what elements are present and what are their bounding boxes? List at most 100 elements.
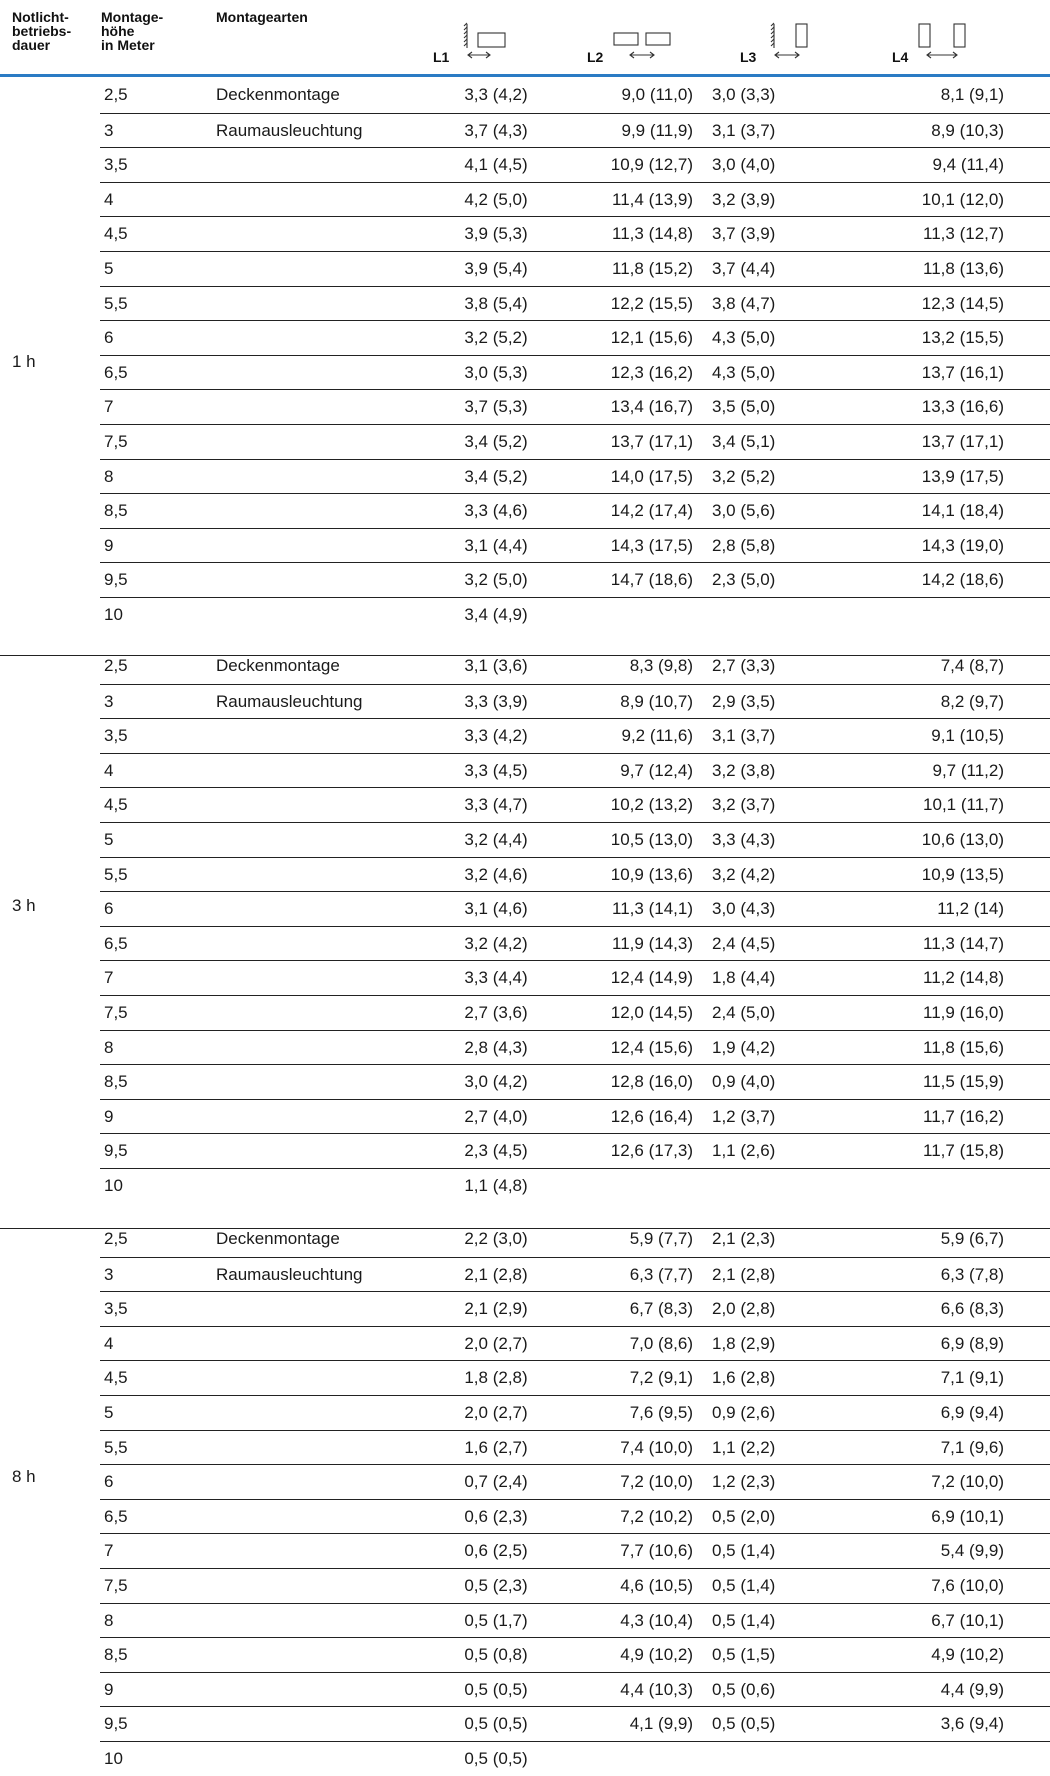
cell-l1: 3,9 (5,4) xyxy=(464,259,528,278)
header-duration-line-2: betriebs- xyxy=(12,23,72,39)
cell-l3: 3,7 (4,4) xyxy=(712,259,776,278)
cell-h: 3 xyxy=(104,1264,114,1284)
cell-l2: 12,4 (15,6) xyxy=(610,1037,693,1057)
cell-l1: 3,9 (5,3) xyxy=(464,224,528,244)
cell-l4: 7,1 (9,6) xyxy=(940,1437,1004,1457)
cell-l4: 10,1 (11,7) xyxy=(923,795,1004,815)
cell-h: 4,5 xyxy=(104,795,128,815)
cell-l2: 4,9 (10,2) xyxy=(620,1645,693,1665)
cell-l3: 0,5 (1,4) xyxy=(712,1610,776,1630)
cell-l3: 4,3 (5,0) xyxy=(712,362,776,382)
header-height: Montage- höhe in Meter xyxy=(101,10,163,52)
cell-h: 4,5 xyxy=(104,224,128,244)
cell-l3: 3,2 (3,9) xyxy=(712,189,776,209)
table-row: 9,5 3,2 (5,0) 14,7 (18,6) 2,3 (5,0) 14,2 (18… xyxy=(100,562,1050,597)
cell-l1: 0,7 (2,4) xyxy=(464,1472,528,1492)
cell-l4: 11,5 (15,9) xyxy=(923,1072,1004,1092)
cell-l2: 13,4 (16,7) xyxy=(610,397,693,417)
table-row: 8,5 0,5 (0,8) 4,9 (10,2) 0,5 (1,5) 4,9 (10,2… xyxy=(100,1637,1050,1672)
cell-l3: 3,4 (5,1) xyxy=(712,432,776,451)
cell-l1: 2,8 (4,3) xyxy=(464,1037,528,1057)
cell-l3: 3,0 (5,6) xyxy=(712,501,776,521)
table-row: 2,5 Deckenmontage 2,2 (3,0) 5,9 (7,7) 2,1 (2… xyxy=(100,1222,1050,1256)
table-row: 10 0,5 (0,5) xyxy=(100,1741,1050,1776)
cell-h: 9 xyxy=(104,1106,114,1126)
cell-l2: 12,0 (14,5) xyxy=(610,1003,693,1022)
cell-l2: 9,9 (11,9) xyxy=(621,120,693,140)
table-row: 9 3,1 (4,4) 14,3 (17,5) 2,8 (5,8) 14,3 (19,0… xyxy=(100,527,1050,563)
cell-h: 4 xyxy=(104,760,114,780)
cell-l3: 0,5 (2,0) xyxy=(712,1506,776,1526)
cell-h: 9,5 xyxy=(104,570,128,590)
cell-l4: 14,3 (19,0) xyxy=(921,535,1004,555)
cell-l4: 11,3 (12,7) xyxy=(923,224,1004,244)
cell-l2: 14,7 (18,6) xyxy=(610,570,693,590)
table-row: 8,5 3,0 (4,2) 12,8 (16,0) 0,9 (4,0) 11,5 (15… xyxy=(100,1064,1050,1099)
table-row: 3 Raumausleuchtung 3,3 (3,9) 8,9 (10,7) 2,9 … xyxy=(100,683,1050,719)
cell-l3: 1,1 (2,2) xyxy=(712,1437,776,1457)
cell-l1: 3,7 (5,3) xyxy=(464,397,528,417)
cell-l1: 0,5 (1,7) xyxy=(464,1610,528,1630)
cell-l2: 7,7 (10,6) xyxy=(620,1541,693,1561)
table-row: 5 2,0 (2,7) 7,6 (9,5) 0,9 (2,6) 6,9 (9,4) xyxy=(100,1395,1050,1430)
cell-l3: 2,4 (5,0) xyxy=(712,1003,776,1022)
cell-l1: 2,0 (2,7) xyxy=(464,1333,528,1353)
cell-h: 6,5 xyxy=(104,1506,128,1526)
two-luminaires-icon xyxy=(613,32,671,59)
cell-l1: 3,0 (4,2) xyxy=(464,1072,528,1092)
cell-l4: 11,9 (16,0) xyxy=(923,1003,1004,1022)
table-row: 10 3,4 (4,9) xyxy=(100,597,1050,632)
cell-l3: 2,8 (5,8) xyxy=(712,535,776,555)
cell-h: 5 xyxy=(104,830,114,849)
cell-l4: 6,7 (10,1) xyxy=(931,1610,1004,1630)
cell-l3: 1,9 (4,2) xyxy=(712,1037,776,1057)
cell-l3: 1,2 (2,3) xyxy=(712,1472,776,1492)
cell-h: 8,5 xyxy=(104,1072,128,1092)
cell-l4: 5,4 (9,9) xyxy=(940,1541,1004,1561)
table-row: 5 3,9 (5,4) 11,8 (15,2) 3,7 (4,4) 11,8 (13,6… xyxy=(100,251,1050,286)
cell-l1: 3,2 (4,6) xyxy=(464,864,528,884)
cell-l4: 9,7 (11,2) xyxy=(932,760,1004,780)
cell-l4: 6,6 (8,3) xyxy=(940,1299,1004,1319)
table-row: 4 2,0 (2,7) 7,0 (8,6) 1,8 (2,9) 6,9 (8,9) xyxy=(100,1325,1050,1361)
cell-l3: 3,5 (5,0) xyxy=(712,397,776,417)
group-separator xyxy=(0,1228,1050,1229)
cell-l2: 7,2 (9,1) xyxy=(629,1368,693,1388)
cell-l4: 7,2 (10,0) xyxy=(931,1472,1004,1492)
cell-h: 2,5 xyxy=(104,656,128,675)
cell-l4: 10,9 (13,5) xyxy=(921,864,1004,884)
cell-l2: 12,6 (17,3) xyxy=(610,1141,693,1161)
cell-l1: 3,2 (5,0) xyxy=(464,570,528,590)
cell-l1: 2,0 (2,7) xyxy=(464,1403,528,1422)
table-row: 2,5 Deckenmontage 3,1 (3,6) 8,3 (9,8) 2,7 (3… xyxy=(100,649,1050,683)
header-height-line-3: in Meter xyxy=(101,37,155,53)
cell-l3: 3,0 (4,3) xyxy=(712,899,776,919)
cell-l3: 0,5 (1,5) xyxy=(712,1645,776,1665)
cell-l2: 10,9 (12,7) xyxy=(610,155,693,175)
cell-h: 8 xyxy=(104,1610,114,1630)
cell-h: 6 xyxy=(104,328,114,348)
cell-l4: 13,3 (16,6) xyxy=(921,397,1004,417)
cell-l3: 2,4 (4,5) xyxy=(712,933,776,953)
cell-h: 9,5 xyxy=(104,1141,128,1161)
cell-l3: 0,5 (1,4) xyxy=(712,1576,776,1595)
cell-h: 7 xyxy=(104,397,114,417)
cell-l2: 6,7 (8,3) xyxy=(629,1299,693,1319)
cell-l2: 7,2 (10,0) xyxy=(620,1472,693,1492)
cell-l1: 0,5 (0,5) xyxy=(464,1679,528,1699)
cell-h: 8 xyxy=(104,1037,114,1057)
table-row: 7 3,7 (5,3) 13,4 (16,7) 3,5 (5,0) 13,3 (16,6… xyxy=(100,389,1050,424)
cell-l2: 4,4 (10,3) xyxy=(620,1679,693,1699)
table-row: 3,5 3,3 (4,2) 9,2 (11,6) 3,1 (3,7) 9,1 (10,5… xyxy=(100,718,1050,753)
cell-l1: 3,3 (4,5) xyxy=(464,760,528,780)
table-row: 5,5 3,2 (4,6) 10,9 (13,6) 3,2 (4,2) 10,9 (13… xyxy=(100,856,1050,892)
cell-l2: 9,2 (11,6) xyxy=(621,726,693,746)
cell-l1: 3,4 (4,9) xyxy=(464,605,528,624)
cell-l3: 1,1 (2,6) xyxy=(712,1141,776,1161)
two-upright-luminaires-icon xyxy=(918,23,966,59)
group-label-8h: 8 h xyxy=(12,1467,36,1486)
cell-l4: 8,1 (9,1) xyxy=(940,85,1004,104)
cell-h: 5 xyxy=(104,259,114,278)
cell-l4: 11,7 (15,8) xyxy=(923,1141,1004,1161)
cell-l4: 11,8 (15,6) xyxy=(923,1037,1004,1057)
